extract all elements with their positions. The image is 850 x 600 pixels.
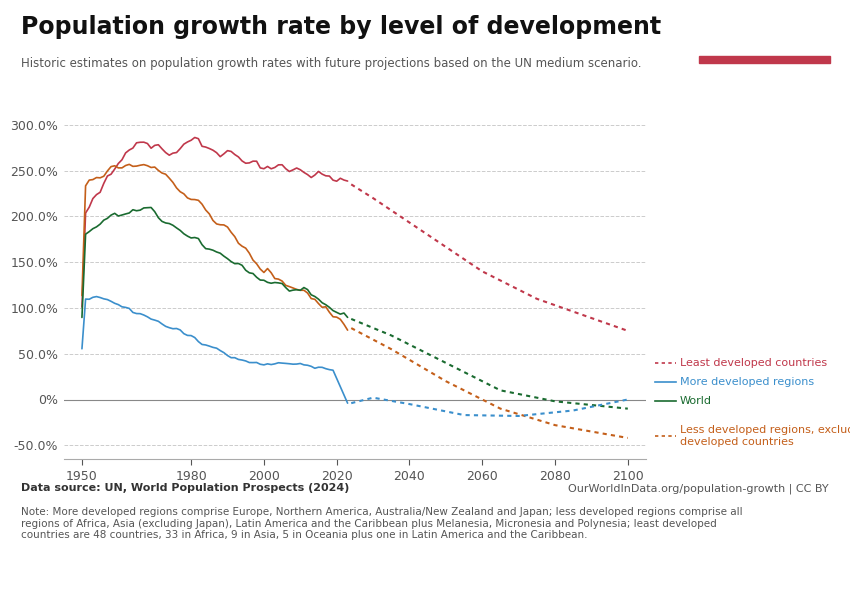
Text: Historic estimates on population growth rates with future projections based on t: Historic estimates on population growth … bbox=[21, 57, 642, 70]
Text: More developed regions: More developed regions bbox=[680, 377, 814, 387]
Text: Less developed regions, excluding least
developed countries: Less developed regions, excluding least … bbox=[680, 425, 850, 446]
Text: Data source: UN, World Population Prospects (2024): Data source: UN, World Population Prospe… bbox=[21, 483, 349, 493]
Bar bbox=[699, 56, 830, 63]
Text: Least developed countries: Least developed countries bbox=[680, 358, 827, 368]
Text: Note: More developed regions comprise Europe, Northern America, Australia/New Ze: Note: More developed regions comprise Eu… bbox=[21, 507, 743, 540]
Text: OurWorldInData.org/population-growth | CC BY: OurWorldInData.org/population-growth | C… bbox=[568, 483, 829, 493]
Text: in Data: in Data bbox=[740, 35, 789, 49]
Text: World: World bbox=[680, 396, 712, 406]
Text: Our World: Our World bbox=[731, 20, 798, 32]
Text: Population growth rate by level of development: Population growth rate by level of devel… bbox=[21, 15, 661, 39]
